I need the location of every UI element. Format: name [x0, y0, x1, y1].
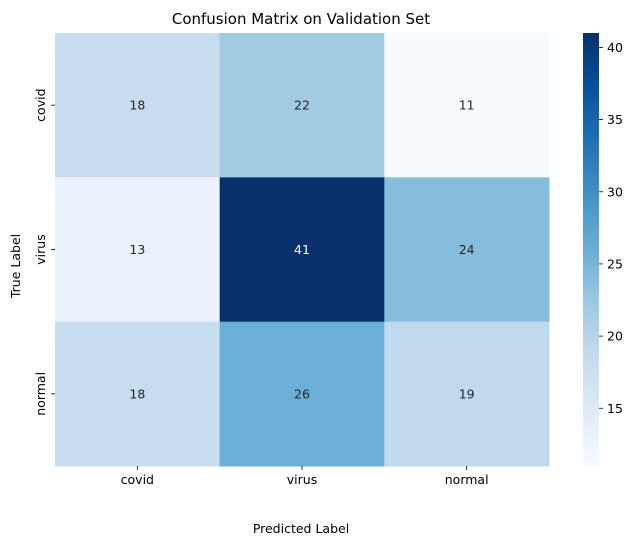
heatmap-cell-virus-normal	[384, 177, 550, 323]
heatmap-cell-virus-covid	[55, 177, 221, 323]
cell-value-virus-virus: 41	[294, 242, 310, 257]
colorbar-ticks: 15 20 25 30 35 40	[599, 40, 623, 416]
chart-title: Confusion Matrix on Validation Set	[172, 10, 430, 28]
cell-value-covid-virus: 22	[294, 98, 310, 113]
x-axis-label: Predicted Label	[253, 521, 349, 536]
colorbar-tick-label-25: 25	[607, 256, 623, 271]
cell-value-virus-normal: 24	[459, 242, 475, 257]
cell-value-virus-covid: 13	[129, 242, 145, 257]
x-tick-label-virus: virus	[287, 472, 317, 487]
x-tick-label-normal: normal	[445, 472, 489, 487]
colorbar-tick-label-20: 20	[607, 329, 623, 344]
colorbar-tick-label-30: 30	[607, 184, 623, 199]
heatmap-cells: 18 22 11 13 41 24 18 26 19	[55, 33, 550, 467]
colorbar-gradient	[583, 33, 599, 466]
colorbar-tick-label-35: 35	[607, 112, 623, 127]
colorbar-tick-label-15: 15	[607, 401, 623, 416]
cell-value-normal-normal: 19	[459, 386, 475, 401]
colorbar: 15 20 25 30 35 40	[583, 33, 623, 466]
cell-value-covid-normal: 11	[459, 98, 475, 113]
cell-value-normal-covid: 18	[129, 386, 145, 401]
heatmap-cell-virus-virus	[219, 177, 385, 323]
cell-value-normal-virus: 26	[294, 386, 310, 401]
heatmap-cell-covid-covid	[55, 33, 221, 178]
colorbar-tick-label-40: 40	[607, 40, 623, 55]
heatmap-cell-covid-normal	[384, 33, 550, 178]
heatmap-cell-normal-covid	[55, 321, 221, 467]
heatmap-cell-covid-virus	[219, 33, 385, 178]
heatmap-cell-normal-normal	[384, 321, 550, 467]
x-tick-labels: covid virus normal	[121, 466, 489, 487]
y-axis-label: True Label	[8, 234, 23, 299]
y-tick-label-normal: normal	[33, 372, 48, 416]
cell-value-covid-covid: 18	[129, 98, 145, 113]
y-tick-label-covid: covid	[33, 89, 48, 122]
y-tick-labels: covid virus normal	[33, 89, 55, 416]
x-tick-label-covid: covid	[121, 472, 154, 487]
y-tick-label-virus: virus	[33, 234, 48, 264]
heatmap-cell-normal-virus	[219, 321, 385, 467]
